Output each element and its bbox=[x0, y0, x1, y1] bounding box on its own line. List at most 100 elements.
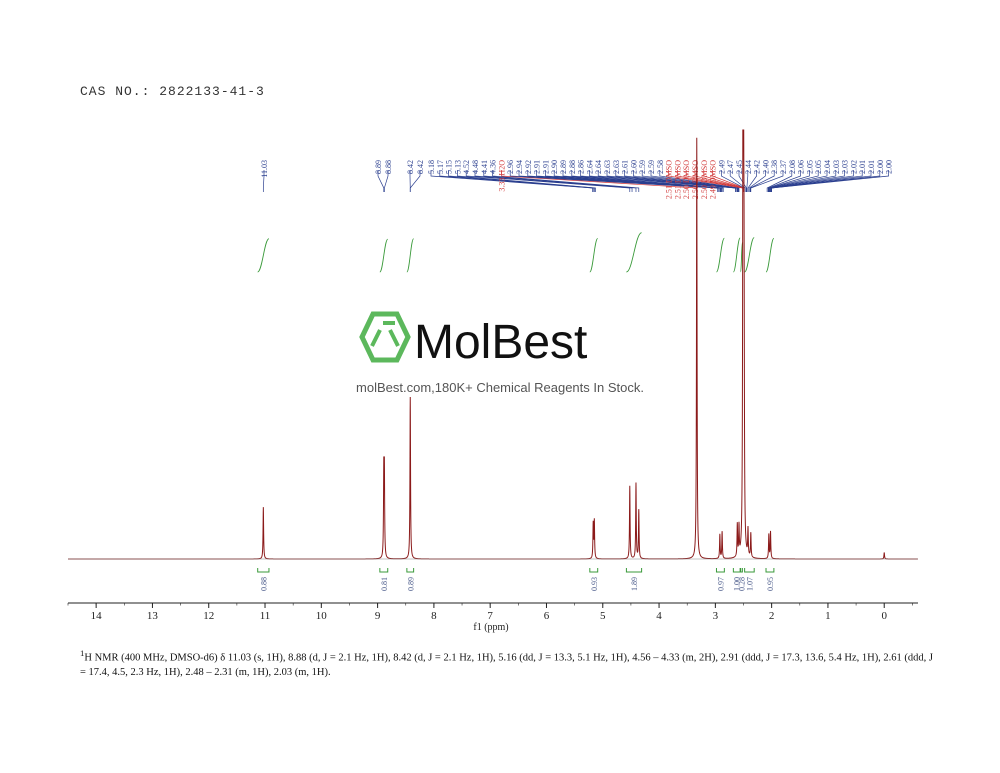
peak-label: 4.48 bbox=[471, 160, 480, 174]
x-axis: 14 13 12 11 10 9 8 7 6 5 4 3 2 1 0 bbox=[67, 602, 918, 622]
peak-label: 2.01 bbox=[858, 160, 867, 174]
integral-curve bbox=[716, 237, 725, 273]
integral-value: 0.93 bbox=[590, 577, 599, 591]
integral-value: 0.95 bbox=[766, 577, 775, 591]
peak-leader bbox=[766, 170, 793, 192]
peak-leader bbox=[767, 170, 801, 192]
peak-leader bbox=[768, 170, 819, 192]
peak-label: 2.00 bbox=[885, 160, 894, 174]
peak-leader bbox=[750, 170, 784, 192]
peak-leader bbox=[483, 170, 637, 192]
peak-label: 5.18 bbox=[427, 160, 436, 174]
peak-label: 11.03 bbox=[260, 160, 269, 178]
peak-label: 2.50 DMSO bbox=[682, 160, 691, 199]
integral-value: 1.89 bbox=[630, 577, 639, 591]
peak-leader bbox=[262, 170, 265, 192]
integral-curve bbox=[740, 241, 743, 273]
x-tick-label: 1 bbox=[825, 610, 831, 622]
peak-label: 2.51 DMSO bbox=[673, 160, 682, 199]
peak-label: 2.51 DMSO bbox=[665, 160, 674, 199]
peak-leader bbox=[439, 170, 594, 192]
peak-leader bbox=[769, 170, 828, 192]
peak-label: 2.01 bbox=[867, 160, 876, 174]
peak-label: 2.63 bbox=[603, 160, 612, 174]
integral-curve bbox=[732, 237, 741, 273]
peak-label: 8.89 bbox=[374, 160, 383, 174]
x-tick-label: 3 bbox=[713, 610, 719, 622]
peak-leader bbox=[553, 170, 722, 192]
integral-value: 0.97 bbox=[716, 577, 725, 591]
peak-leader bbox=[492, 170, 640, 192]
molbest-logo-icon bbox=[359, 311, 411, 363]
peak-label: 2.50 DMSO bbox=[691, 160, 700, 199]
integral-value: 0.81 bbox=[380, 577, 389, 591]
peak-label: 2.05 bbox=[805, 160, 814, 174]
peak-label: 2.05 bbox=[814, 160, 823, 174]
peak-label: 5.13 bbox=[453, 160, 462, 174]
integral-curve bbox=[379, 238, 389, 273]
cas-number: CAS NO.: 2822133-41-3 bbox=[80, 84, 265, 99]
peak-label: 2.59 bbox=[647, 160, 656, 174]
peak-label: 8.88 bbox=[384, 160, 393, 174]
peak-leader bbox=[749, 170, 775, 192]
peak-label: 2.49 DMSO bbox=[709, 160, 718, 199]
integral-bracket bbox=[406, 568, 415, 573]
peak-label: 2.50 DMSO bbox=[700, 160, 709, 199]
peak-label: 2.04 bbox=[823, 160, 832, 174]
peak-label: 2.45 bbox=[735, 160, 744, 174]
watermark-tagline: molBest.com,180K+ Chemical Reagents In S… bbox=[356, 380, 644, 395]
x-tick-label: 9 bbox=[375, 610, 381, 622]
peak-leader bbox=[580, 170, 724, 192]
peak-leader bbox=[748, 170, 766, 192]
peak-label: 2.88 bbox=[568, 160, 577, 174]
peak-label: 4.41 bbox=[480, 160, 489, 174]
peak-leader bbox=[457, 170, 596, 192]
x-tick-label: 13 bbox=[147, 610, 159, 622]
peak-label: 2.86 bbox=[577, 160, 586, 174]
peak-leader bbox=[769, 170, 845, 192]
peak-label: 2.42 bbox=[753, 160, 762, 174]
peak-label: 2.00 bbox=[876, 160, 885, 174]
x-tick-label: 14 bbox=[91, 610, 103, 622]
peak-leader bbox=[770, 170, 854, 192]
peak-label: 3.33 H2O bbox=[497, 160, 506, 192]
peak-label-group: 11.03 8.89 8.88 8.42 8.42 5.18 5.17 5.15 5.13 4.5… bbox=[260, 160, 894, 199]
peak-label: 2.89 bbox=[559, 160, 568, 174]
integral-value: 0.28 bbox=[738, 577, 747, 591]
integral-curve bbox=[744, 237, 755, 273]
peak-label: 2.58 bbox=[656, 160, 665, 174]
peak-leader bbox=[409, 170, 421, 192]
integral-bracket bbox=[740, 568, 743, 573]
integral-value: 1.07 bbox=[745, 577, 754, 591]
peak-leader bbox=[633, 170, 739, 192]
integral-bracket bbox=[589, 568, 599, 573]
peak-label: 2.03 bbox=[832, 160, 841, 174]
peak-label: 2.64 bbox=[594, 160, 603, 174]
description-text: H NMR (400 MHz, DMSO-d6) δ 11.03 (s, 1H)… bbox=[80, 652, 934, 678]
peak-label: 2.02 bbox=[849, 160, 858, 174]
integral-bracket bbox=[744, 568, 755, 573]
peak-label: 2.90 bbox=[550, 160, 559, 174]
integral-value: 0.89 bbox=[406, 577, 415, 591]
peak-label: 2.38 bbox=[770, 160, 779, 174]
peak-leader bbox=[474, 170, 633, 192]
peak-label: 4.52 bbox=[462, 160, 471, 174]
description-superscript: 1 bbox=[80, 648, 85, 658]
peak-label: 2.64 bbox=[585, 160, 594, 174]
integral-bracket bbox=[379, 568, 389, 573]
peak-label: 5.15 bbox=[445, 160, 454, 174]
peak-label: 2.63 bbox=[612, 160, 621, 174]
x-tick-label: 11 bbox=[260, 610, 271, 622]
peak-label: 2.61 bbox=[621, 160, 630, 174]
peak-leader bbox=[384, 170, 389, 192]
peak-leader bbox=[615, 170, 737, 192]
peak-leader bbox=[659, 170, 740, 192]
peak-leader bbox=[770, 170, 872, 192]
integral-curve bbox=[765, 237, 775, 273]
integral-bracket bbox=[765, 568, 775, 573]
integral-value: 0.88 bbox=[259, 577, 268, 591]
peak-leader bbox=[729, 170, 746, 192]
x-tick-label: 0 bbox=[881, 610, 887, 622]
x-tick-label: 8 bbox=[431, 610, 437, 622]
